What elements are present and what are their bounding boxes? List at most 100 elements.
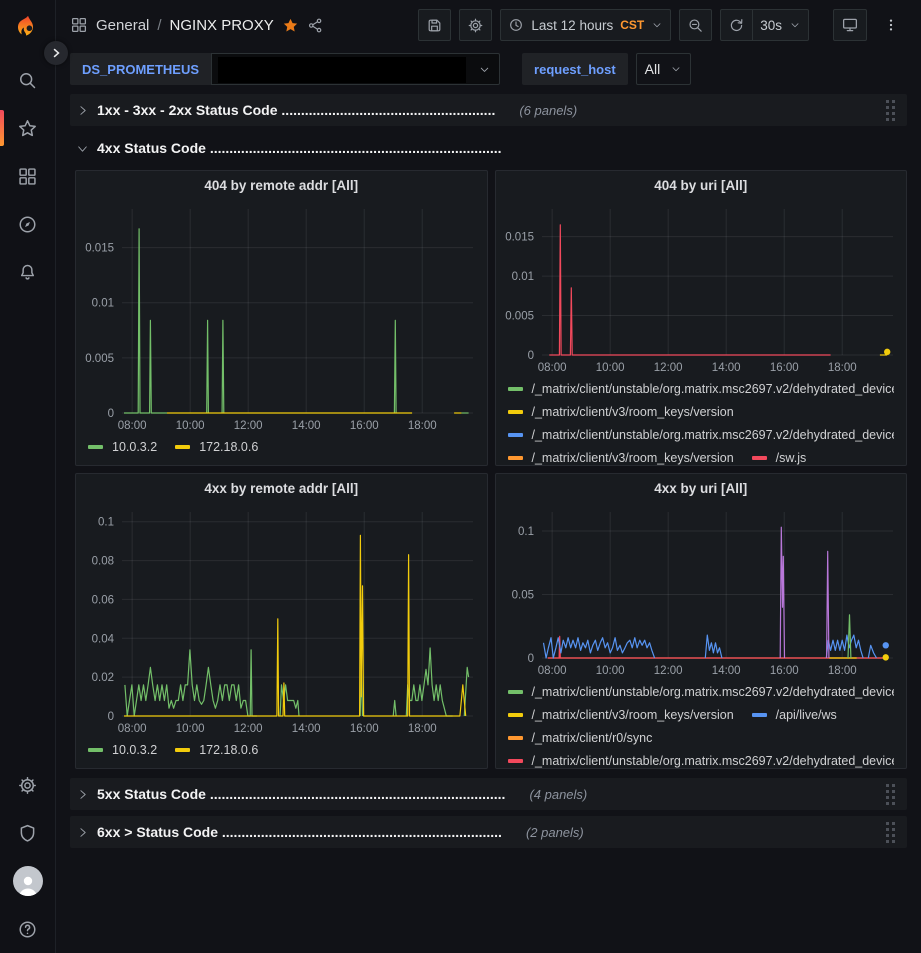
more-options-kebab[interactable] [875,9,907,41]
time-series-chart[interactable]: 0 0.005 0.01 0.015 08:00 10:00 12:00 14:00 16:00… [76,199,487,435]
legend-item[interactable]: /_matrix/client/unstable/org.matrix.msc2… [507,377,894,400]
chevron-down-icon [791,23,799,28]
dashboard-title[interactable]: NGINX PROXY [169,16,274,34]
time-range-picker[interactable]: Last 12 hours CST [500,9,672,41]
chevron-right-icon [80,789,86,799]
legend-item[interactable]: /_matrix/client/v3/room_keys/version [507,446,734,465]
legend-item[interactable]: 10.0.3.2 [88,739,157,762]
panel-title[interactable]: 404 by remote addr [All] [204,177,359,193]
panel-title[interactable]: 404 by uri [All] [654,177,748,193]
request-host-variable-label[interactable]: request_host [522,53,628,85]
legend-swatch [88,445,103,449]
legend-label: /sw.js [775,450,807,465]
legend-swatch [751,455,767,460]
svg-text:0.005: 0.005 [85,353,114,365]
svg-text:12:00: 12:00 [653,665,682,677]
svg-text:14:00: 14:00 [292,723,321,735]
legend-swatch [175,445,191,449]
legend-item[interactable]: 172.18.0.6 [175,739,258,762]
time-series-chart[interactable]: 0 0.005 0.01 0.015 08:00 10:00 12:00 14:00 16:00… [496,199,907,377]
panel-title[interactable]: 4xx by remote addr [All] [204,480,359,496]
request-host-select[interactable]: All [635,53,691,85]
svg-text:16:00: 16:00 [350,420,379,432]
legend-swatch [507,386,523,391]
sidebar-item-starred[interactable] [0,104,55,152]
svg-text:0.015: 0.015 [85,243,114,255]
sidebar-item-server-admin[interactable] [0,809,55,857]
legend-item[interactable]: /_matrix/client/unstable/org.matrix.msc2… [507,423,895,446]
main-area: General / NGINX PROXY [56,0,921,953]
legend: 10.0.3.2 172.18.0.6 [76,738,487,768]
legend-swatch [507,409,523,414]
row-6xx[interactable]: 6xx > Status Code ......................… [70,816,907,848]
svg-text:0.01: 0.01 [92,298,114,310]
row-drag-handle[interactable] [882,96,899,125]
legend-item[interactable]: /_matrix/client/unstable/org.matrix.msc2… [507,749,894,768]
chevron-down-icon [672,67,680,72]
sidebar-item-help[interactable] [0,905,55,953]
star-outline-icon [19,119,36,136]
datasource-variable-label[interactable]: DS_PROMETHEUS [70,53,212,85]
share-icon[interactable] [307,17,324,34]
legend-item[interactable]: /api/live/ws [751,703,837,726]
sidebar-expand-toggle[interactable] [44,41,68,65]
dashboard-settings-button[interactable] [459,9,493,41]
legend-item[interactable]: 172.18.0.6 [175,436,258,459]
refresh-interval-dropdown[interactable]: 30s [753,9,809,41]
svg-text:0.06: 0.06 [92,594,114,606]
legend-item[interactable]: /_matrix/client/v3/room_keys/version [507,400,734,423]
sidebar-item-alerting[interactable] [0,248,55,296]
row-5xx[interactable]: 5xx Status Code ........................… [70,778,907,810]
svg-text:0.02: 0.02 [92,672,114,684]
panel-title[interactable]: 4xx by uri [All] [654,480,748,496]
legend-item[interactable]: 10.0.3.2 [88,436,157,459]
save-dashboard-button[interactable] [418,9,452,41]
row-drag-handle[interactable] [882,818,899,847]
svg-text:08:00: 08:00 [118,420,147,432]
legend-label: /_matrix/client/r0/sync [531,730,653,745]
grafana-logo-icon [17,15,33,36]
cycle-view-mode-button[interactable] [833,9,867,41]
sidebar-item-profile[interactable] [0,857,55,905]
sidebar-item-explore[interactable] [0,200,55,248]
row-title: 6xx > Status Code ......................… [97,824,502,840]
svg-text:14:00: 14:00 [711,362,740,374]
sidebar-item-dashboards[interactable] [0,152,55,200]
legend-item[interactable]: /_matrix/client/r0/sync [507,726,653,749]
breadcrumb: General / NGINX PROXY [70,16,324,34]
chart-svg: 0 0.005 0.01 0.015 08:00 10:00 12:00 14:00 16:00… [85,209,473,432]
legend-label: 10.0.3.2 [112,743,158,757]
svg-text:08:00: 08:00 [118,723,147,735]
panel-404-by-remote-addr: 404 by remote addr [All] 0 0.005 0.01 0.015… [75,170,488,466]
time-series-chart[interactable]: 0 0.02 0.04 0.06 0.08 0.1 08:00 10:00 12:00 14:00… [76,502,487,738]
datasource-select[interactable] [211,53,501,85]
favorite-star-icon[interactable] [282,17,299,34]
chevron-down-icon [480,67,489,72]
dashboards-grid-icon [19,167,36,185]
shield-icon [20,824,35,842]
legend-item[interactable]: /_matrix/client/unstable/org.matrix.msc2… [507,680,894,703]
time-series-chart[interactable]: 0 0.05 0.1 08:00 10:00 12:00 14:00 16:00 18:00 [496,502,907,680]
row-1xx-3xx-2xx[interactable]: 1xx - 3xx - 2xx Status Code ............… [70,94,907,126]
breadcrumb-folder[interactable]: General [96,16,150,34]
legend-label: /_matrix/client/unstable/org.matrix.msc2… [531,427,895,442]
zoom-out-time-button[interactable] [679,9,713,41]
legend-item[interactable]: /sw.js [751,446,807,465]
row-drag-handle[interactable] [882,780,899,809]
avatar [12,866,43,896]
svg-text:0.1: 0.1 [98,517,114,529]
row-4xx[interactable]: 4xx Status Code ........................… [70,134,907,162]
sidebar-item-search[interactable] [0,56,55,104]
grafana-logo[interactable] [0,0,55,56]
legend-swatch [751,712,767,717]
svg-text:0.005: 0.005 [505,311,534,323]
refresh-button[interactable] [720,9,754,41]
svg-text:10:00: 10:00 [595,665,624,677]
legend-item[interactable]: /_matrix/client/v3/room_keys/version [507,703,734,726]
svg-text:0.04: 0.04 [92,633,115,645]
svg-text:10:00: 10:00 [176,723,205,735]
legend-swatch [507,735,523,740]
sidebar-item-configuration[interactable] [0,761,55,809]
chevron-right-icon [80,827,86,837]
help-icon [19,920,36,938]
